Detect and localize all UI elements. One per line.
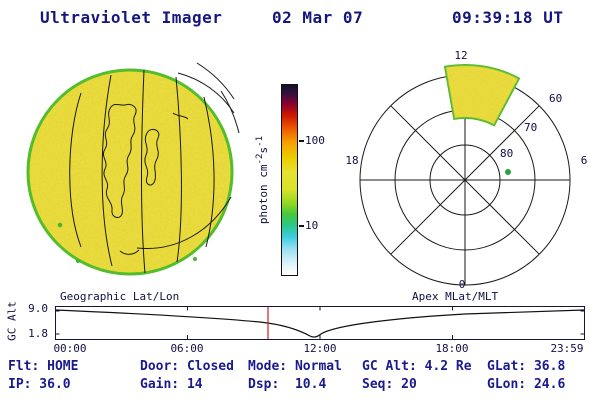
mlt-label-0: 0 [458,278,466,291]
x-tick-1800: 18:00 [435,342,469,355]
uv-disk-speckle [27,69,233,275]
polar-grid [359,74,571,286]
auroral-data-wedge-speckle [445,64,519,126]
colorbar-tick-mark [299,140,304,142]
header-time: 09:39:18 UT [452,8,564,27]
disk-limb-ring [26,68,234,276]
colorbar-units-label: photon cm-2s-1 [254,136,270,224]
units-exp: -2 [254,153,266,165]
units-text: photon cm [256,164,270,225]
x-tick-1200: 12:00 [303,342,337,355]
ring-label-80: 80 [500,147,514,160]
x-tick-2359: 23:59 [550,342,584,355]
mlt-label-6: 6 [580,154,588,167]
status-glat: GLat: 36.8 [487,359,566,374]
status-seq: Seq: 20 [362,377,417,392]
gc-alt-stripchart [55,306,585,340]
status-ip: IP: 36.0 [8,377,71,392]
app-title: Ultraviolet Imager [40,8,223,27]
colorbar-gradient [281,84,298,276]
apex-polar-plot [359,63,571,286]
mlt-label-12: 12 [454,49,468,62]
limb-speck [193,257,197,261]
limb-speck [76,259,80,263]
status-dsp: Dsp: 10.4 [248,377,327,392]
geo-disk-image [26,62,240,276]
x-tick-0000: 00:00 [53,342,87,355]
colorbar-tick-100: 100 [305,134,325,147]
geo-caption: Geographic Lat/Lon [60,290,180,303]
y-tick-min: 1.8 [28,327,48,340]
mlt-label-18: 18 [345,154,359,167]
units-text: s [256,146,270,154]
header-date: 02 Mar 07 [272,8,364,27]
stripchart-y-axis-label: GC Alt [5,301,19,341]
units-exp: -1 [254,135,266,147]
status-mode: Mode: Normal [248,359,342,374]
data-point-dot [505,169,511,175]
status-gc-alt: GC Alt: 4.2 Re [362,359,472,374]
stripchart-axis-ticks [55,306,585,339]
colorbar-tick-mark [299,225,304,227]
ring-label-70: 70 [524,121,538,134]
status-door: Door: Closed [140,359,234,374]
colorbar-tick-10: 10 [305,219,319,232]
limb-speck [57,222,63,228]
status-flt: Flt: HOME [8,359,79,374]
y-tick-max: 9.0 [28,302,48,315]
ring-label-60: 60 [549,92,563,105]
apex-caption: Apex MLat/MLT [412,290,499,303]
gc-alt-curve [55,309,585,338]
coastline-overlay [102,103,189,255]
status-gain: Gain: 14 [140,377,203,392]
x-tick-0600: 06:00 [170,342,204,355]
geo-grid-lines [69,62,240,274]
status-glon: GLon: 24.6 [487,377,566,392]
